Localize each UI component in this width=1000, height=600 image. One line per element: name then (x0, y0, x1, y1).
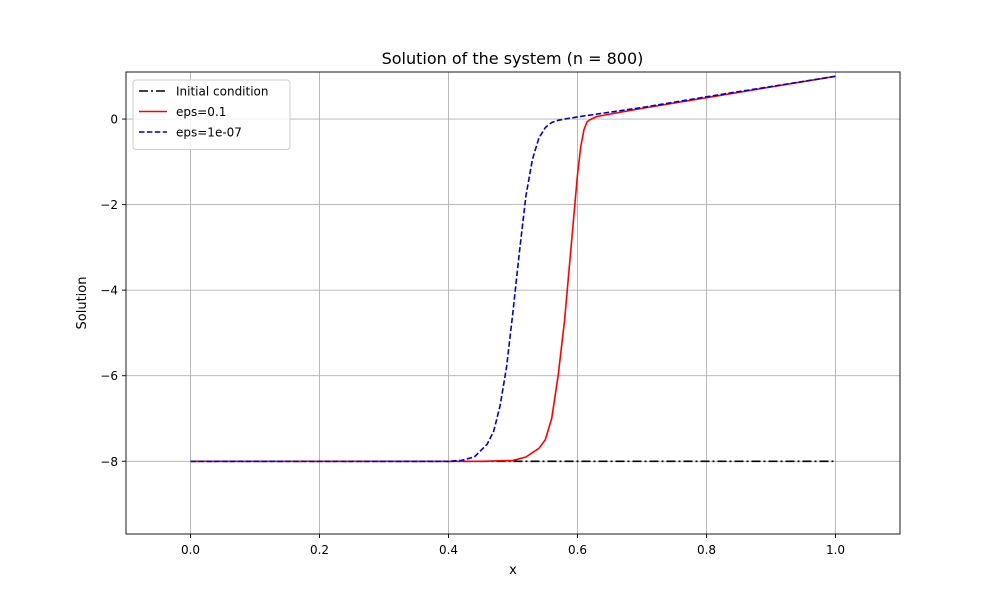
y-axis-label: Solution (75, 277, 90, 330)
series-layer (190, 75, 836, 463)
y-tick-label: −2 (100, 198, 118, 212)
legend-label-3: eps=1e-07 (176, 126, 242, 140)
legend-box (132, 79, 291, 150)
x-tick-label: 0.4 (439, 543, 458, 557)
x-tick-label: 1.0 (826, 543, 845, 557)
plot-area (190, 75, 836, 463)
x-axis: 0.0 0.2 0.4 0.6 0.8 1.0 (181, 534, 845, 557)
y-tick-label: −6 (100, 369, 118, 383)
x-axis-label: x (509, 563, 517, 578)
y-tick-label: −4 (100, 284, 118, 298)
y-axis: 0 −2 −4 −6 −8 (100, 113, 126, 469)
legend: Initial condition eps=0.1 eps=1e-07 (132, 79, 291, 150)
x-tick-label: 0.2 (310, 543, 329, 557)
x-tick-label: 0.0 (181, 543, 200, 557)
series-line-3 (190, 75, 836, 463)
legend-label-1: Initial condition (176, 85, 269, 99)
chart-title: Solution of the system (n = 800) (382, 49, 644, 68)
axes-frame (125, 71, 901, 535)
legend-label-2: eps=0.1 (176, 105, 226, 119)
y-tick-label: −8 (100, 455, 118, 469)
series-line-2 (190, 75, 836, 463)
y-tick-label: 0 (110, 113, 118, 127)
x-tick-label: 0.6 (568, 543, 587, 557)
x-tick-label: 0.8 (697, 543, 716, 557)
